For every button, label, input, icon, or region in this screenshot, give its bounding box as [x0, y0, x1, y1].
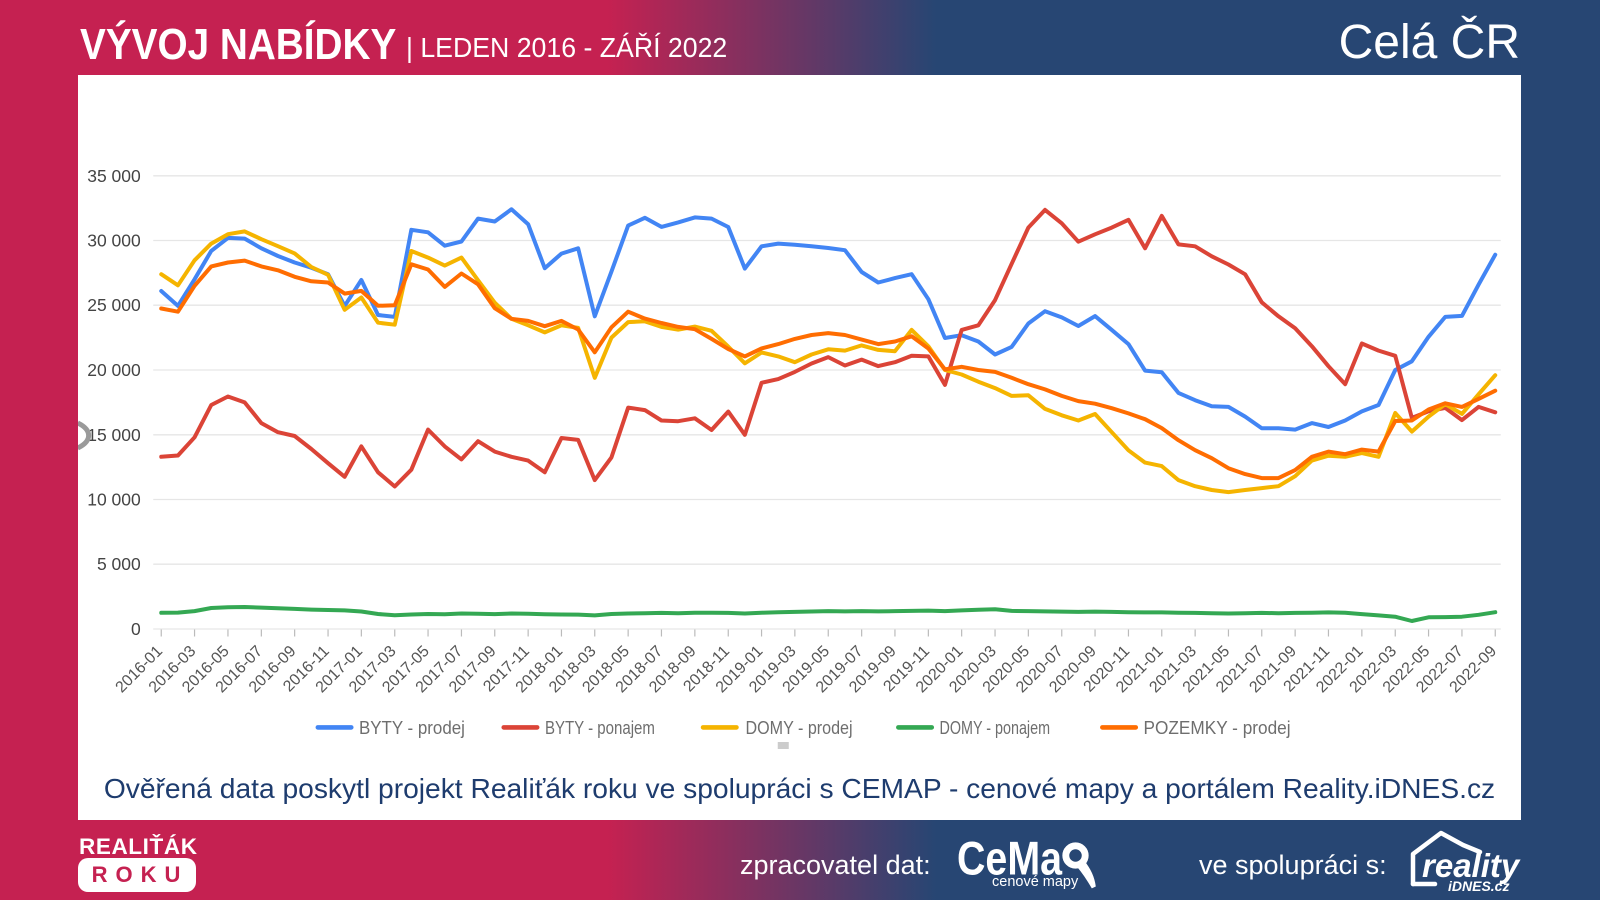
svg-text:reality: reality — [1422, 847, 1521, 884]
svg-text:20 000: 20 000 — [87, 360, 141, 380]
svg-text:POZEMKY - prodej: POZEMKY - prodej — [1143, 717, 1290, 738]
svg-text:5 000: 5 000 — [96, 554, 140, 574]
svg-text:DOMY - prodej: DOMY - prodej — [745, 717, 852, 738]
svg-text:DOMY - ponajem: DOMY - ponajem — [939, 717, 1050, 738]
svg-text:25 000: 25 000 — [87, 295, 141, 315]
svg-text:iDNES.cz: iDNES.cz — [1448, 878, 1509, 894]
svg-text:cenové mapy: cenové mapy — [992, 874, 1079, 890]
svg-text:CeMa: CeMa — [957, 832, 1063, 885]
svg-text:10 000: 10 000 — [87, 490, 141, 510]
svg-text:BYTY - prodej: BYTY - prodej — [358, 717, 464, 738]
svg-text:BYTY - ponajem: BYTY - ponajem — [544, 717, 654, 738]
svg-text:35 000: 35 000 — [87, 166, 141, 186]
svg-text:0: 0 — [131, 619, 141, 639]
svg-text:15 000: 15 000 — [87, 425, 141, 445]
svg-text:30 000: 30 000 — [87, 231, 141, 251]
